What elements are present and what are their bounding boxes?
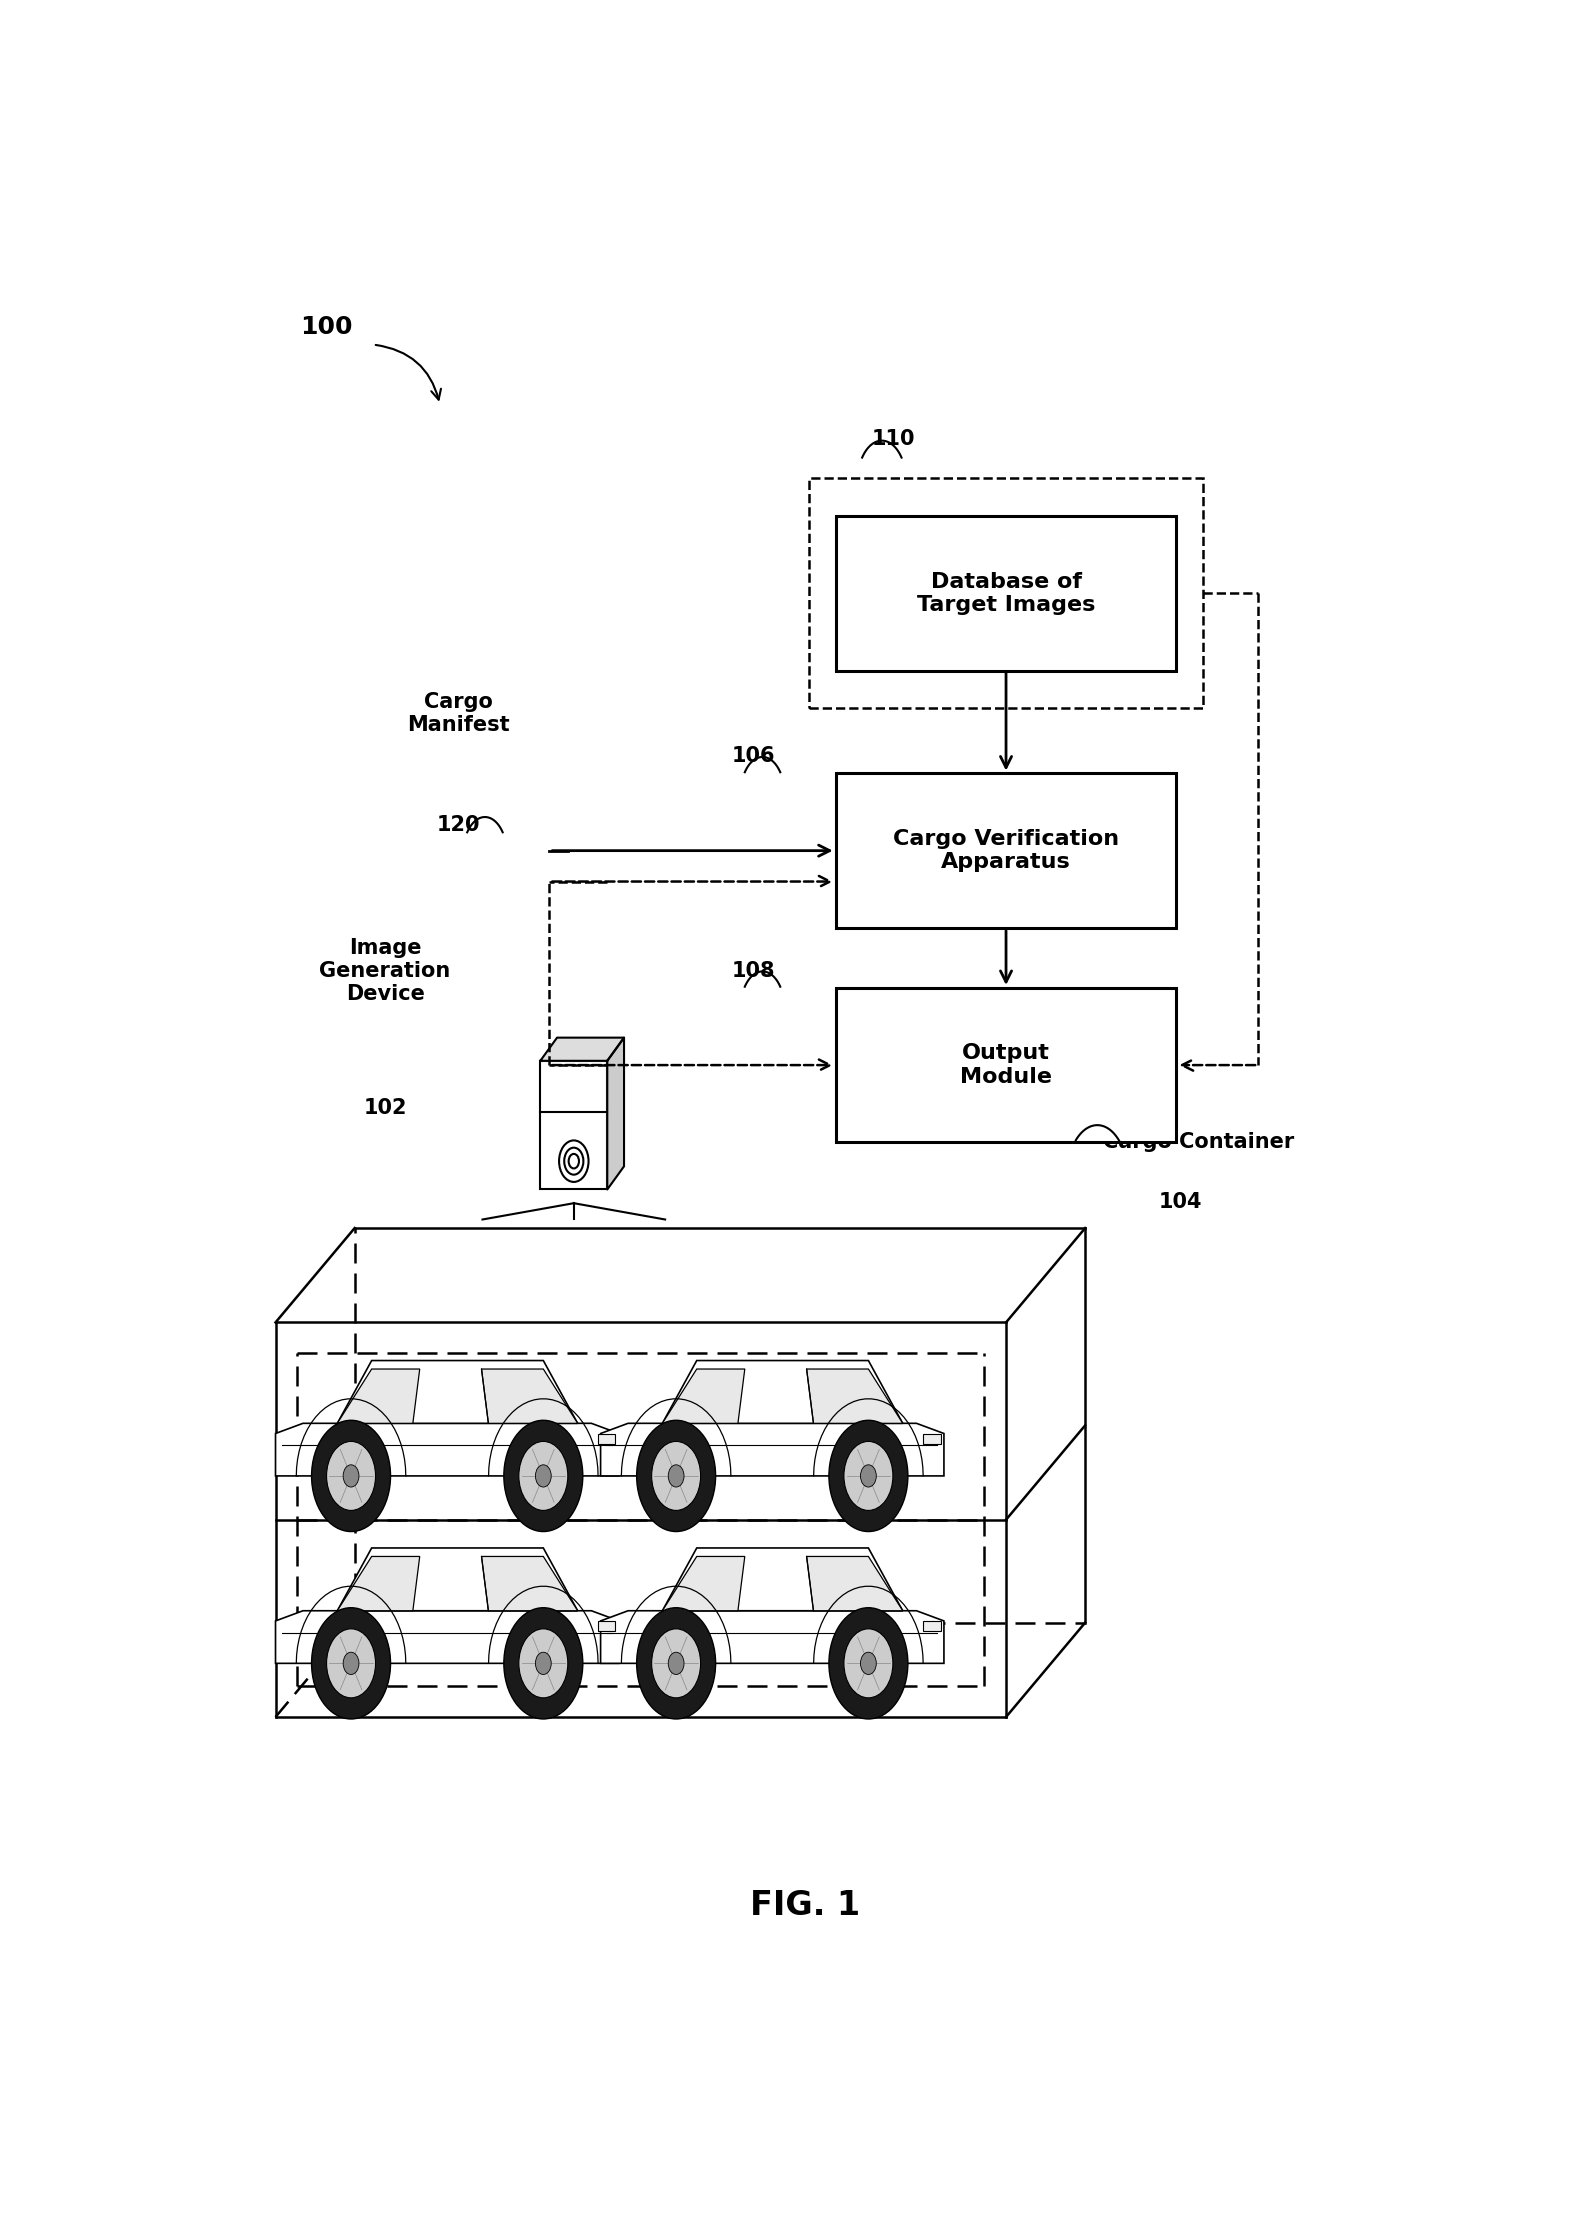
Polygon shape bbox=[482, 1368, 578, 1424]
Text: Cargo Verification
Apparatus: Cargo Verification Apparatus bbox=[892, 829, 1119, 871]
Bar bbox=[836, 517, 1177, 671]
Polygon shape bbox=[663, 1548, 903, 1611]
Polygon shape bbox=[540, 1038, 624, 1061]
Circle shape bbox=[829, 1419, 908, 1531]
Bar bbox=[809, 479, 1203, 709]
Circle shape bbox=[829, 1609, 908, 1720]
Text: FIG. 1: FIG. 1 bbox=[749, 1889, 861, 1923]
Circle shape bbox=[652, 1629, 701, 1698]
Circle shape bbox=[668, 1464, 683, 1486]
Polygon shape bbox=[600, 1424, 944, 1475]
Circle shape bbox=[327, 1442, 375, 1511]
Polygon shape bbox=[600, 1611, 944, 1664]
Polygon shape bbox=[275, 1611, 619, 1664]
Circle shape bbox=[504, 1609, 583, 1720]
Text: Cargo
Manifest: Cargo Manifest bbox=[407, 693, 509, 735]
Circle shape bbox=[844, 1629, 892, 1698]
Circle shape bbox=[311, 1609, 391, 1720]
Circle shape bbox=[518, 1629, 567, 1698]
Bar bbox=[924, 1433, 941, 1444]
Bar bbox=[599, 1622, 616, 1631]
Circle shape bbox=[636, 1609, 716, 1720]
Text: Cargo Container: Cargo Container bbox=[1103, 1132, 1295, 1152]
Circle shape bbox=[342, 1464, 358, 1486]
Bar bbox=[836, 773, 1177, 927]
Text: 104: 104 bbox=[1158, 1192, 1202, 1212]
Circle shape bbox=[861, 1464, 877, 1486]
Circle shape bbox=[652, 1442, 701, 1511]
Circle shape bbox=[536, 1464, 551, 1486]
Circle shape bbox=[668, 1653, 683, 1675]
Bar bbox=[599, 1433, 616, 1444]
Circle shape bbox=[342, 1653, 358, 1675]
Circle shape bbox=[518, 1442, 567, 1511]
Text: 106: 106 bbox=[732, 746, 776, 766]
Circle shape bbox=[536, 1653, 551, 1675]
Polygon shape bbox=[338, 1557, 419, 1611]
Circle shape bbox=[311, 1419, 391, 1531]
Polygon shape bbox=[663, 1368, 745, 1424]
Text: 100: 100 bbox=[300, 316, 352, 339]
Polygon shape bbox=[482, 1557, 578, 1611]
Bar bbox=[924, 1622, 941, 1631]
Text: 108: 108 bbox=[732, 960, 776, 980]
Text: Database of
Target Images: Database of Target Images bbox=[917, 573, 1095, 615]
Polygon shape bbox=[275, 1424, 619, 1475]
Text: 120: 120 bbox=[437, 815, 479, 836]
Circle shape bbox=[636, 1419, 716, 1531]
Polygon shape bbox=[338, 1361, 578, 1424]
Text: Output
Module: Output Module bbox=[960, 1043, 1053, 1087]
Text: Image
Generation
Device: Image Generation Device bbox=[319, 938, 451, 1005]
Polygon shape bbox=[663, 1361, 903, 1424]
Polygon shape bbox=[806, 1368, 903, 1424]
Polygon shape bbox=[608, 1038, 624, 1190]
Text: 102: 102 bbox=[363, 1098, 407, 1118]
Polygon shape bbox=[663, 1557, 745, 1611]
Bar bbox=[540, 1061, 608, 1190]
Circle shape bbox=[844, 1442, 892, 1511]
Polygon shape bbox=[806, 1557, 903, 1611]
Text: 110: 110 bbox=[872, 430, 916, 448]
Circle shape bbox=[327, 1629, 375, 1698]
Bar bbox=[836, 987, 1177, 1143]
Circle shape bbox=[504, 1419, 583, 1531]
Circle shape bbox=[861, 1653, 877, 1675]
Polygon shape bbox=[338, 1548, 578, 1611]
Polygon shape bbox=[338, 1368, 419, 1424]
